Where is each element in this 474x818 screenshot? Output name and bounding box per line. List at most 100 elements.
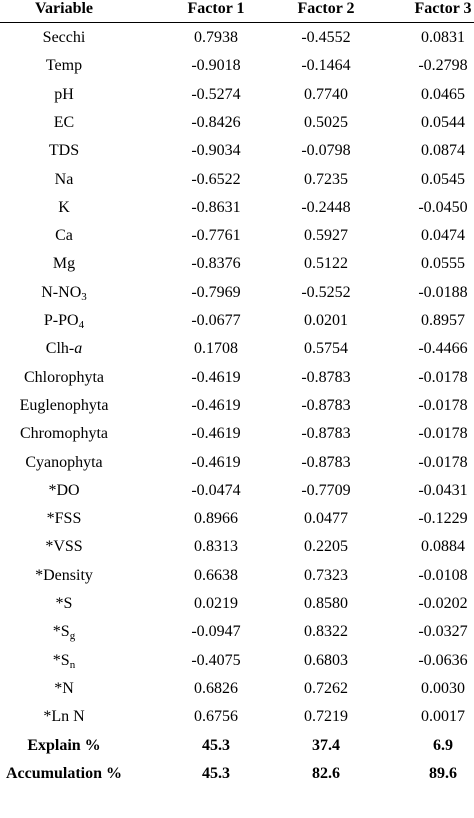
header-rule [0, 22, 474, 23]
variable-label: *S [52, 651, 70, 669]
factor-1-cell: -0.7969 [191, 283, 241, 301]
factor-1-cell: -0.8376 [191, 255, 241, 273]
table-row: *N 0.6826 0.7262 0.0030 [0, 676, 474, 702]
factor-3-cell: -0.2798 [418, 57, 468, 75]
factor-3-cell: 89.6 [429, 764, 457, 782]
factor-1-cell: -0.8426 [191, 113, 241, 131]
variable-cell: Ca [0, 223, 128, 249]
factor-1-cell: 45.3 [202, 736, 230, 754]
variable-label: *FSS [46, 510, 82, 528]
factor-1-cell: 0.6826 [194, 679, 238, 697]
variable-italic: a [74, 340, 83, 358]
factor-2-cell: 0.7740 [304, 85, 348, 103]
factor-2-cell: 0.0477 [304, 510, 348, 528]
variable-label: Chromophyta [20, 425, 108, 443]
factor-1-cell: -0.0474 [191, 481, 241, 499]
variable-label: Secchi [42, 29, 86, 46]
factor-1-cell: 0.8313 [194, 538, 238, 556]
variable-label: pH [54, 85, 74, 103]
variable-subscript: g [69, 630, 76, 643]
factor-2-cell: 0.8580 [304, 595, 348, 612]
variable-cell: *FSS [0, 506, 128, 532]
factor-2-cell: -0.8783 [301, 425, 351, 443]
factor-1-cell: -0.4619 [191, 453, 241, 471]
header-row: Variable Factor 1 Factor 2 Factor 3 [0, 0, 474, 22]
factor-1-cell: -0.0947 [191, 623, 241, 641]
factor-1-cell: 0.6756 [194, 708, 238, 726]
table-row: Chromophyta -0.4619 -0.8783 -0.0178 [0, 421, 474, 447]
factor-2-cell: -0.4552 [301, 29, 351, 46]
variable-cell: *VSS [0, 534, 128, 560]
variable-cell: Secchi [0, 25, 128, 51]
table-row: *Ln N 0.6756 0.7219 0.0017 [0, 704, 474, 730]
variable-cell: Temp [0, 53, 128, 79]
factor-1-cell: -0.4619 [191, 425, 241, 443]
factor-3-cell: 0.0545 [421, 170, 465, 188]
variable-cell: Clh-a [0, 336, 128, 362]
factor-2-cell: 0.5927 [304, 227, 348, 245]
factor-3-cell: -0.0188 [418, 283, 468, 301]
factor-1-cell: 0.7938 [194, 29, 238, 46]
factor-2-cell: 0.5122 [304, 255, 348, 273]
factor-3-cell: -0.4466 [418, 340, 468, 358]
factor-2-cell: -0.0798 [301, 142, 351, 160]
factor-2-cell: -0.1464 [301, 57, 351, 75]
factor-3-cell: 0.8957 [421, 312, 465, 329]
variable-label: Chlorophyta [24, 368, 104, 386]
variable-cell: EC [0, 110, 128, 136]
factor-1-cell: 45.3 [202, 764, 230, 782]
factor-1-cell: 0.6638 [194, 566, 238, 584]
table-row: P-PO4 -0.0677 0.0201 0.8957 [0, 308, 474, 334]
factor-2-cell: 0.8322 [304, 623, 348, 641]
variable-cell: *Sg [0, 619, 128, 645]
table-row: Explain % 45.3 37.4 6.9 [0, 733, 474, 759]
factor-3-cell: -0.0636 [418, 651, 468, 669]
factor-3-cell: 6.9 [433, 736, 453, 754]
variable-cell: K [0, 195, 128, 221]
factor-2-cell: -0.8783 [301, 368, 351, 386]
table-row: *Sg -0.0947 0.8322 -0.0327 [0, 619, 474, 645]
variable-cell: Mg [0, 251, 128, 277]
factor-2-cell: 0.7323 [304, 566, 348, 584]
factor-3-cell: -0.0178 [418, 453, 468, 471]
table-row: *Sn -0.4075 0.6803 -0.0636 [0, 648, 474, 674]
variable-label: EC [53, 113, 75, 131]
factor-3-cell: -0.0431 [418, 481, 468, 499]
variable-cell: N-NO3 [0, 280, 128, 306]
table-row: TDS -0.9034 -0.0798 0.0874 [0, 138, 474, 164]
table-row: Cyanophyta -0.4619 -0.8783 -0.0178 [0, 450, 474, 476]
factor-2-cell: 0.7262 [304, 679, 348, 697]
table-row: K -0.8631 -0.2448 -0.0450 [0, 195, 474, 221]
factor-1-cell: 0.8966 [194, 510, 238, 528]
table-row: Euglenophyta -0.4619 -0.8783 -0.0178 [0, 393, 474, 419]
variable-cell: Euglenophyta [0, 393, 128, 419]
factor-3-cell: 0.0544 [421, 113, 465, 131]
variable-label: Na [54, 170, 74, 188]
factor-1-cell: 0.1708 [194, 340, 238, 358]
factor-2-cell: 0.7235 [304, 170, 348, 188]
variable-cell: Explain % [0, 733, 128, 759]
variable-cell: P-PO4 [0, 308, 128, 334]
factor-3-cell: 0.0555 [421, 255, 465, 273]
table-row: Accumulation % 45.3 82.6 89.6 [0, 761, 474, 787]
variable-label: TDS [48, 142, 80, 160]
variable-cell: Chlorophyta [0, 365, 128, 391]
factor-1-cell: -0.4619 [191, 396, 241, 414]
factor-3-cell: -0.0450 [418, 198, 468, 216]
table-row: Clh-a 0.1708 0.5754 -0.4466 [0, 336, 474, 362]
factor-3-cell: 0.0465 [421, 85, 465, 103]
factor-3-cell: 0.0474 [421, 227, 465, 245]
table-row: Temp -0.9018 -0.1464 -0.2798 [0, 53, 474, 79]
factor-2-cell: 0.0201 [304, 312, 348, 329]
factor-2-cell: 82.6 [312, 764, 340, 782]
variable-cell: *S [0, 591, 128, 617]
factor-2-cell: 0.6803 [304, 651, 348, 669]
variable-label: N-NO [41, 283, 82, 301]
factor-2-cell: 0.2205 [304, 538, 348, 556]
factor-2-cell: -0.2448 [301, 198, 351, 216]
variable-label: *S [55, 595, 73, 612]
variable-cell: Chromophyta [0, 421, 128, 447]
variable-cell: TDS [0, 138, 128, 164]
variable-label: Clh- [45, 340, 75, 358]
table-row: *DO -0.0474 -0.7709 -0.0431 [0, 478, 474, 504]
